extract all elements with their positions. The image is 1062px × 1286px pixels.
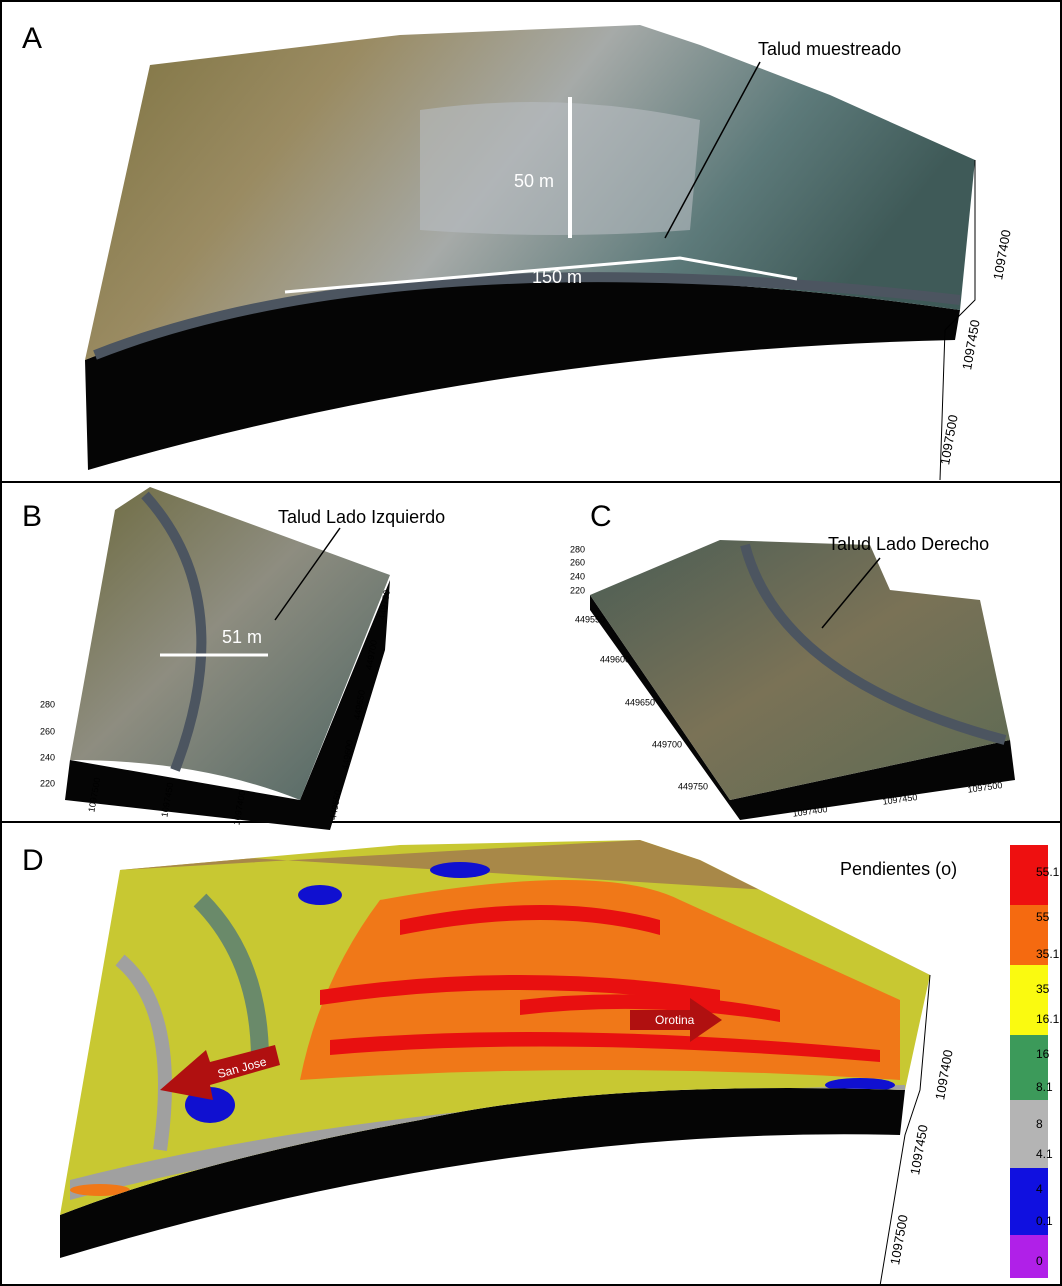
legend-label: 4 — [1036, 1182, 1043, 1196]
legend-label: 55.1 — [1036, 865, 1060, 879]
quarry — [420, 102, 700, 235]
tick-label: 280 — [570, 544, 585, 554]
axis-label: 1097400 — [990, 229, 1014, 281]
legend-label: 16 — [1036, 1047, 1050, 1061]
axis-label: 1097450 — [959, 319, 983, 371]
tick-label: 220 — [40, 778, 55, 788]
legend-label: 0 — [1036, 1254, 1043, 1268]
legend-label: 16.1 — [1036, 1012, 1060, 1026]
legend-label: 35.1 — [1036, 947, 1060, 961]
panel-label: B — [22, 500, 42, 533]
tick-label: 240 — [570, 571, 585, 581]
figure: A Talud muestreado 50 m 150 m 1097400 10… — [0, 0, 1062, 1286]
tick-label: 220 — [570, 585, 585, 595]
axis-label: 1097400 — [932, 1049, 956, 1101]
tick-label: 449650 — [625, 697, 655, 707]
tick-label: 449550 — [575, 614, 605, 624]
page: A Talud muestreado 50 m 150 m 1097400 10… — [0, 0, 1062, 1286]
panel-label: A — [22, 22, 42, 55]
tick-label: 449700 — [652, 739, 682, 749]
legend-label: 35 — [1036, 982, 1050, 996]
tick-label: 240 — [40, 752, 55, 762]
tick-label: 449750 — [678, 781, 708, 791]
legend-label: 8 — [1036, 1117, 1043, 1131]
tick-label: 260 — [570, 557, 585, 567]
annotation: 50 m — [514, 171, 554, 191]
annotation: Talud Lado Izquierdo — [278, 507, 445, 527]
legend-label: 8.1 — [1036, 1080, 1053, 1094]
legend-label: 4.1 — [1036, 1147, 1053, 1161]
axis-label: 1097500 — [937, 414, 961, 466]
annotation: Talud muestreado — [758, 39, 901, 59]
legend-label: 0.1 — [1036, 1214, 1053, 1228]
axis-label: 1097450 — [907, 1124, 931, 1176]
panel-label: D — [22, 844, 44, 877]
annotation: 51 m — [222, 627, 262, 647]
legend-title: Pendientes (o) — [840, 859, 957, 879]
annotation: 150 m — [532, 267, 582, 287]
panel-label: C — [590, 500, 612, 533]
tick-label: 260 — [40, 726, 55, 736]
arrow-label: Orotina — [655, 1013, 695, 1027]
tick-label: 280 — [40, 699, 55, 709]
tick-label: 449600 — [600, 654, 630, 664]
annotation: Talud Lado Derecho — [828, 534, 989, 554]
legend-label: 55 — [1036, 910, 1050, 924]
